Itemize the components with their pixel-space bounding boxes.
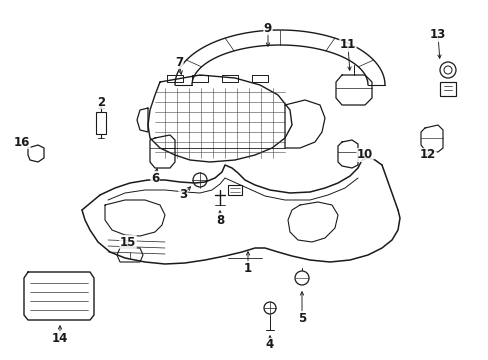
Text: 7: 7 — [175, 55, 183, 68]
Text: 11: 11 — [339, 39, 355, 51]
Text: 9: 9 — [264, 22, 271, 35]
Text: 13: 13 — [429, 28, 445, 41]
Text: 4: 4 — [265, 338, 274, 351]
Text: 15: 15 — [120, 235, 136, 248]
Text: 16: 16 — [14, 135, 30, 148]
Text: 14: 14 — [52, 332, 68, 345]
Text: 12: 12 — [419, 148, 435, 162]
Text: 1: 1 — [244, 261, 251, 274]
Text: 3: 3 — [179, 189, 187, 202]
Text: 6: 6 — [151, 171, 159, 184]
Bar — [227, 185, 242, 195]
Text: 10: 10 — [356, 148, 372, 162]
Text: 2: 2 — [97, 95, 105, 108]
Text: 5: 5 — [297, 311, 305, 324]
Text: 8: 8 — [215, 213, 224, 226]
Bar — [439, 82, 455, 96]
Bar — [96, 112, 106, 134]
